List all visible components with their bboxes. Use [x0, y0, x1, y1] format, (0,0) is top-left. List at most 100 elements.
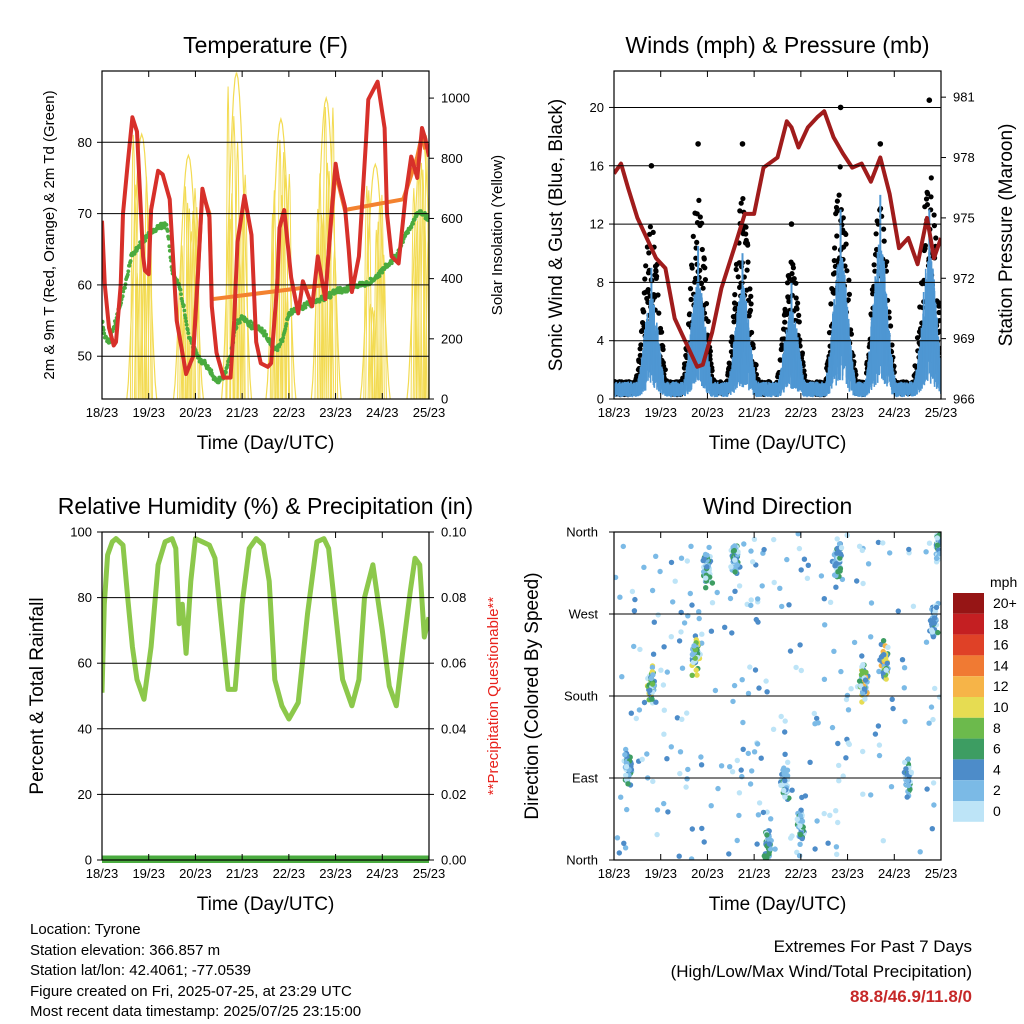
direction-point: [732, 557, 738, 563]
wind-ytick-label: 16: [590, 158, 604, 173]
direction-point: [829, 724, 836, 731]
direction-point: [664, 669, 670, 675]
direction-point: [814, 818, 820, 824]
direction-point: [848, 686, 854, 692]
direction-point: [753, 616, 759, 623]
direction-point: [631, 608, 638, 614]
direction-point: [833, 584, 839, 590]
legend-label: 20+: [993, 595, 1017, 611]
gust-point: [785, 294, 791, 301]
direction-point: [807, 759, 813, 765]
direction-point: [740, 719, 746, 726]
direction-point: [728, 564, 734, 570]
direction-point: [672, 578, 678, 584]
direction-point: [910, 603, 917, 609]
direction-point: [692, 655, 698, 661]
direction-point: [771, 536, 777, 543]
dir-title: Wind Direction: [703, 493, 853, 519]
direction-point: [796, 853, 803, 859]
direction-point: [748, 548, 754, 554]
direction-point: [633, 715, 639, 722]
direction-point: [794, 816, 800, 822]
wind-plot-area: [614, 97, 941, 398]
location-text: Location: Tyrone: [30, 921, 141, 938]
direction-point: [827, 599, 834, 605]
legend-swatch: [953, 738, 984, 760]
legend-label: 4: [993, 761, 1001, 777]
legend-label: 16: [993, 637, 1009, 653]
gust-point: [702, 277, 709, 283]
solar-spike: [423, 135, 429, 399]
rh-y2tick-label: 0.04: [441, 721, 466, 736]
direction-point: [685, 766, 691, 773]
direction-point: [709, 600, 716, 606]
direction-point: [687, 590, 693, 597]
pressure-series: [614, 109, 941, 369]
direction-point: [781, 787, 787, 794]
gust-point: [933, 235, 939, 241]
direction-point: [726, 851, 732, 857]
direction-point: [798, 667, 804, 674]
dewpoint-point: [284, 322, 289, 326]
gust-point: [786, 276, 793, 282]
direction-point: [838, 545, 845, 551]
dewpoint-point: [178, 287, 183, 292]
gust-point: [888, 323, 894, 329]
direction-point: [699, 825, 705, 832]
wind-series: [614, 194, 941, 398]
gust-point: [701, 256, 707, 262]
wind-ytick-label: 4: [597, 333, 604, 348]
direction-point: [934, 542, 941, 548]
rh-y2tick-label: 0.08: [441, 590, 466, 605]
direction-point: [797, 841, 803, 847]
extremes-box: Extremes For Past 7 Days (High/Low/Max W…: [671, 934, 972, 1009]
direction-point: [761, 546, 767, 553]
gust-point: [747, 286, 753, 292]
direction-point: [651, 619, 657, 625]
temp-xtick-label: 18/23: [86, 405, 119, 420]
direction-point: [738, 767, 744, 773]
direction-point: [902, 718, 908, 725]
dewpoint-point: [275, 348, 280, 353]
gust-point: [662, 367, 668, 373]
gust-point: [799, 350, 806, 356]
gust-point: [660, 346, 666, 353]
wind-ylabel-left: Sonic Wind & Gust (Blue, Black): [546, 99, 567, 371]
rh-ytick-label: 40: [78, 721, 92, 736]
dewpoint-point: [389, 261, 394, 266]
direction-point: [777, 585, 783, 591]
direction-point: [793, 664, 799, 671]
direction-point: [654, 807, 661, 813]
temp-ylabel-left: 2m & 9m T (Red, Orange) & 2m Td (Green): [41, 90, 58, 379]
rh-xlabel: Time (Day/UTC): [197, 894, 335, 915]
direction-point: [622, 752, 628, 758]
wind-y2tick-label: 978: [953, 150, 975, 165]
direction-point: [644, 751, 650, 757]
direction-point: [835, 819, 841, 826]
direction-point: [654, 831, 660, 838]
direction-point: [670, 599, 676, 605]
direction-point: [649, 664, 656, 671]
dewpoint-point: [123, 282, 128, 287]
solar-envelope: [265, 116, 297, 399]
gust-point: [743, 224, 749, 230]
direction-point: [812, 846, 818, 852]
rh-frame: [101, 531, 430, 861]
direction-point: [881, 652, 887, 658]
direction-point: [860, 662, 866, 668]
dewpoint-point: [406, 230, 410, 235]
direction-point: [822, 622, 828, 628]
direction-point: [843, 696, 850, 703]
dewpoint-point: [328, 295, 333, 299]
gust-point: [928, 175, 934, 181]
dir-ytick-label: West: [569, 607, 599, 622]
direction-point: [679, 665, 686, 671]
solar-spike: [379, 194, 385, 399]
temp-title: Temperature (F): [183, 32, 348, 58]
direction-point: [681, 620, 688, 626]
gust-point: [745, 259, 751, 265]
direction-point: [674, 715, 681, 721]
direction-point: [788, 835, 794, 841]
rh-xtick-label: 20/23: [179, 866, 212, 881]
gust-point: [873, 231, 879, 237]
